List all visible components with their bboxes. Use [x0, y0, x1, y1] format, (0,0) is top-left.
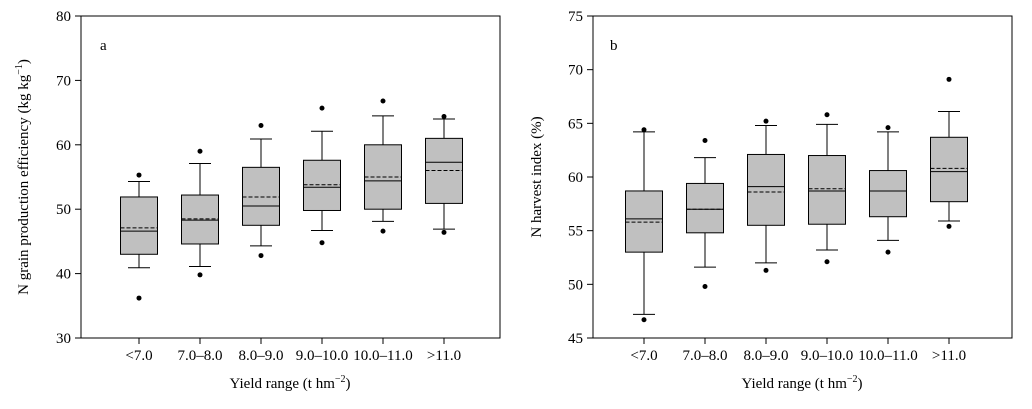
x-tick-label-a-0: <7.0 — [125, 348, 152, 364]
x-tick-label-a-3: 9.0–10.0 — [296, 348, 349, 364]
box-b-3: 9.0–10.0 — [801, 112, 854, 364]
box-a-0: <7.0 — [120, 172, 158, 364]
outlier-point-b-3-1 — [824, 112, 830, 118]
iqr-box-a-2 — [242, 166, 280, 226]
x-axis-title-a: Yield range (t hm−2) — [229, 374, 350, 392]
plot-frame-a — [80, 15, 501, 339]
y-axis-title-a-sup: −1 — [14, 64, 25, 75]
outlier-point-a-0-0 — [136, 295, 142, 301]
x-axis-title-a-main: Yield range (t hm — [229, 376, 335, 392]
box-b-4: 10.0–11.0 — [858, 125, 918, 364]
outlier-point-a-4-1 — [380, 98, 386, 104]
iqr-box-a-3 — [303, 159, 341, 211]
panel-label-a: a — [100, 38, 107, 54]
panel-a: a N grain production efficiency (kg kg−1… — [14, 9, 501, 392]
iqr-box-b-5 — [930, 136, 968, 203]
y-axis-title-a-main: N grain production efficiency (kg kg — [16, 74, 32, 295]
y-tick-label-a-0: 30 — [56, 331, 71, 347]
y-tick-label-b-3: 60 — [568, 170, 583, 186]
y-tick-label-a-3: 60 — [56, 138, 71, 154]
y-axis-title-b: N harvest index (%) — [529, 116, 545, 237]
x-tick-label-b-0: <7.0 — [630, 348, 657, 364]
x-axis-title-b: Yield range (t hm−2) — [741, 374, 862, 392]
outlier-point-b-1-1 — [702, 138, 708, 144]
outlier-point-b-0-1 — [641, 127, 647, 133]
outlier-point-a-5-0 — [441, 229, 447, 235]
x-tick-label-b-3: 9.0–10.0 — [801, 348, 854, 364]
y-tick-label-a-5: 80 — [56, 9, 71, 25]
outlier-point-b-0-0 — [641, 317, 647, 323]
outlier-point-b-3-0 — [824, 259, 830, 265]
outlier-point-a-2-0 — [258, 253, 264, 259]
x-tick-label-a-4: 10.0–11.0 — [353, 348, 412, 364]
outlier-point-b-2-0 — [763, 267, 769, 273]
x-axis-title-a-end: ) — [346, 376, 351, 392]
x-tick-label-b-4: 10.0–11.0 — [858, 348, 917, 364]
y-axis-title-a: N grain production efficiency (kg kg−1) — [14, 59, 32, 295]
panel-label-b: b — [610, 38, 618, 54]
outlier-point-a-1-1 — [197, 148, 203, 154]
iqr-box-a-1 — [181, 194, 219, 245]
box-a-2: 8.0–9.0 — [239, 122, 284, 364]
y-tick-label-b-5: 70 — [568, 63, 583, 79]
outlier-point-a-3-0 — [319, 240, 325, 246]
iqr-box-b-2 — [747, 153, 785, 226]
x-axis-title-a-sup: −2 — [335, 374, 346, 385]
x-axis-title-b-end: ) — [858, 376, 863, 392]
outlier-point-a-5-1 — [441, 113, 447, 119]
outlier-point-b-4-1 — [885, 125, 891, 131]
box-a-5: >11.0 — [425, 113, 463, 364]
box-a-1: 7.0–8.0 — [178, 148, 223, 364]
x-tick-label-b-5: >11.0 — [932, 348, 966, 364]
y-tick-label-b-6: 75 — [568, 9, 583, 25]
outlier-point-a-4-0 — [380, 228, 386, 234]
iqr-box-b-0 — [625, 190, 663, 253]
y-tick-label-b-1: 50 — [568, 277, 583, 293]
outlier-point-a-0-1 — [136, 172, 142, 178]
box-a-4: 10.0–11.0 — [353, 98, 413, 364]
y-tick-label-b-2: 55 — [568, 224, 583, 240]
box-b-5: >11.0 — [930, 76, 968, 364]
outlier-point-a-1-0 — [197, 272, 203, 278]
box-b-1: 7.0–8.0 — [683, 138, 728, 364]
iqr-box-b-3 — [808, 155, 846, 225]
y-tick-label-b-0: 45 — [568, 331, 583, 347]
x-tick-label-a-1: 7.0–8.0 — [178, 348, 223, 364]
outlier-point-b-5-0 — [946, 223, 952, 229]
iqr-box-a-0 — [120, 196, 158, 255]
y-tick-label-a-1: 40 — [56, 267, 71, 283]
box-b-2: 8.0–9.0 — [744, 118, 789, 364]
y-axis-title-b-main: N harvest index (%) — [529, 116, 545, 237]
panel-b: b N harvest index (%) Yield range (t hm−… — [529, 9, 1013, 392]
outlier-point-b-4-0 — [885, 249, 891, 255]
iqr-box-b-4 — [869, 170, 907, 218]
x-tick-label-a-2: 8.0–9.0 — [239, 348, 284, 364]
x-axis-title-b-main: Yield range (t hm — [741, 376, 847, 392]
x-tick-label-a-5: >11.0 — [427, 348, 461, 364]
outlier-point-b-1-0 — [702, 283, 708, 289]
outlier-point-a-3-1 — [319, 105, 325, 111]
y-tick-label-b-4: 65 — [568, 116, 583, 132]
box-a-3: 9.0–10.0 — [296, 105, 349, 364]
outlier-point-b-5-1 — [946, 76, 952, 82]
x-axis-title-b-sup: −2 — [847, 374, 858, 385]
outlier-point-a-2-1 — [258, 122, 264, 128]
y-tick-label-a-2: 50 — [56, 202, 71, 218]
y-tick-label-a-4: 70 — [56, 73, 71, 89]
y-axis-title-a-end: ) — [16, 59, 32, 64]
iqr-box-b-1 — [686, 182, 724, 234]
outlier-point-b-2-1 — [763, 118, 769, 124]
x-tick-label-b-2: 8.0–9.0 — [744, 348, 789, 364]
box-b-0: <7.0 — [625, 127, 663, 364]
x-tick-label-b-1: 7.0–8.0 — [683, 348, 728, 364]
